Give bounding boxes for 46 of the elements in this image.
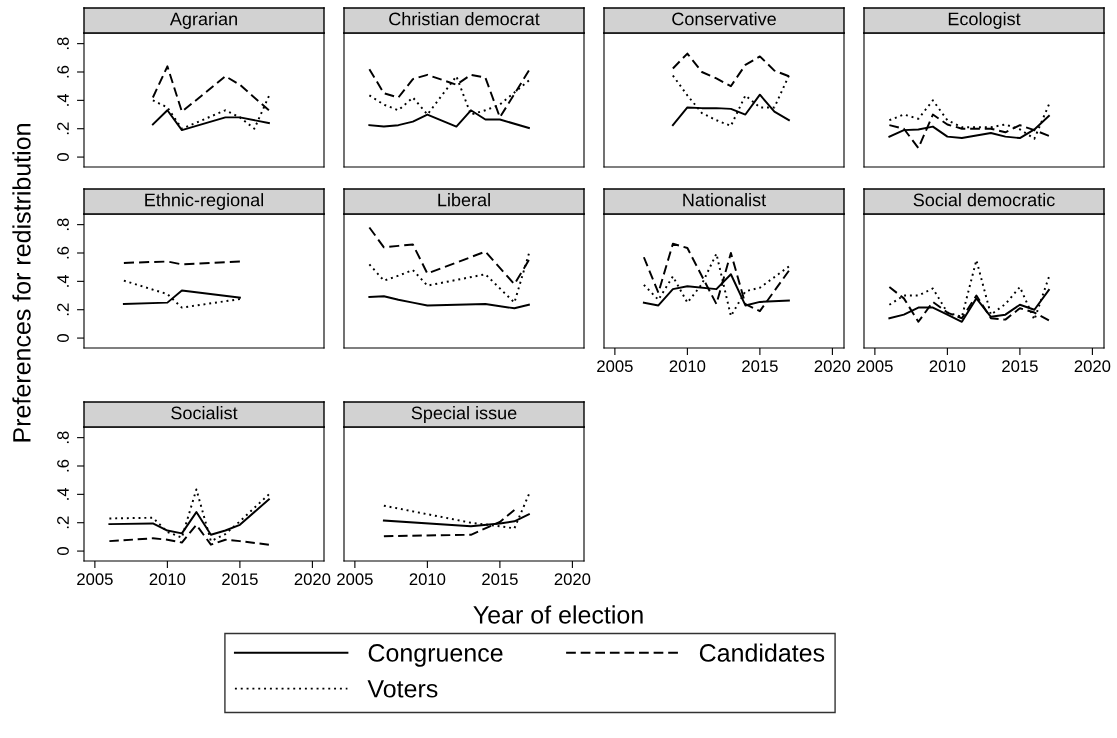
x-tick-label: 2020 bbox=[1074, 360, 1111, 373]
chart-title: Liberal bbox=[438, 193, 490, 207]
x-tick-label: 2020 bbox=[554, 573, 591, 586]
x-tick-label: 2005 bbox=[337, 573, 373, 586]
x-tick-label: 2010 bbox=[929, 360, 966, 373]
chart-title: Conservative bbox=[672, 12, 776, 26]
y-tick-label: 0 bbox=[57, 547, 69, 556]
x-tick-label: 2010 bbox=[409, 573, 446, 586]
x-tick-label: 2010 bbox=[149, 573, 186, 586]
y-tick-label: .2 bbox=[57, 303, 69, 316]
chart-title: Special issue bbox=[411, 406, 517, 423]
x-tick-label: 2015 bbox=[742, 360, 778, 373]
x-tick-label: 2015 bbox=[222, 573, 258, 586]
chart-title: Ecologist bbox=[948, 12, 1021, 29]
y-tick-label: .4 bbox=[57, 274, 69, 287]
chart-title: Agrarian bbox=[169, 12, 237, 29]
chart-title: Social democratic bbox=[913, 193, 1055, 207]
y-tick-label: .8 bbox=[57, 37, 69, 50]
y-tick-label: .8 bbox=[57, 218, 69, 231]
y-tick-label: 0 bbox=[57, 334, 69, 343]
y-tick-label: .8 bbox=[57, 431, 69, 444]
y-tick-label: .4 bbox=[57, 93, 69, 106]
y-tick-label: .6 bbox=[57, 65, 69, 78]
chart-title: Socialist bbox=[171, 406, 238, 420]
y-axis-title: Preferences for redistribution bbox=[12, 124, 31, 442]
y-tick-label: .4 bbox=[57, 487, 69, 500]
y-tick-label: .6 bbox=[57, 246, 69, 259]
y-tick-label: 0 bbox=[57, 153, 69, 162]
x-tick-label: 2015 bbox=[1002, 360, 1038, 373]
x-tick-label: 2005 bbox=[77, 573, 113, 586]
y-tick-label: .2 bbox=[57, 516, 69, 529]
legend-label: Candidates bbox=[699, 643, 825, 662]
x-tick-label: 2005 bbox=[857, 360, 893, 373]
chart-title: Ethnic-regional bbox=[145, 193, 264, 210]
legend-label: Voters bbox=[367, 680, 438, 698]
legend-label: Congruence bbox=[368, 644, 503, 667]
x-tick-label: 2020 bbox=[294, 573, 331, 586]
x-axis-title: Year of election bbox=[473, 605, 643, 624]
chart-title: Christian democrat bbox=[389, 12, 540, 26]
y-tick-label: .6 bbox=[57, 459, 69, 472]
x-tick-label: 2005 bbox=[597, 360, 633, 373]
chart-title: Nationalist bbox=[683, 193, 767, 207]
x-tick-label: 2020 bbox=[814, 360, 851, 373]
x-tick-label: 2010 bbox=[669, 360, 706, 373]
y-tick-label: .2 bbox=[57, 122, 69, 135]
x-tick-label: 2015 bbox=[482, 573, 518, 586]
